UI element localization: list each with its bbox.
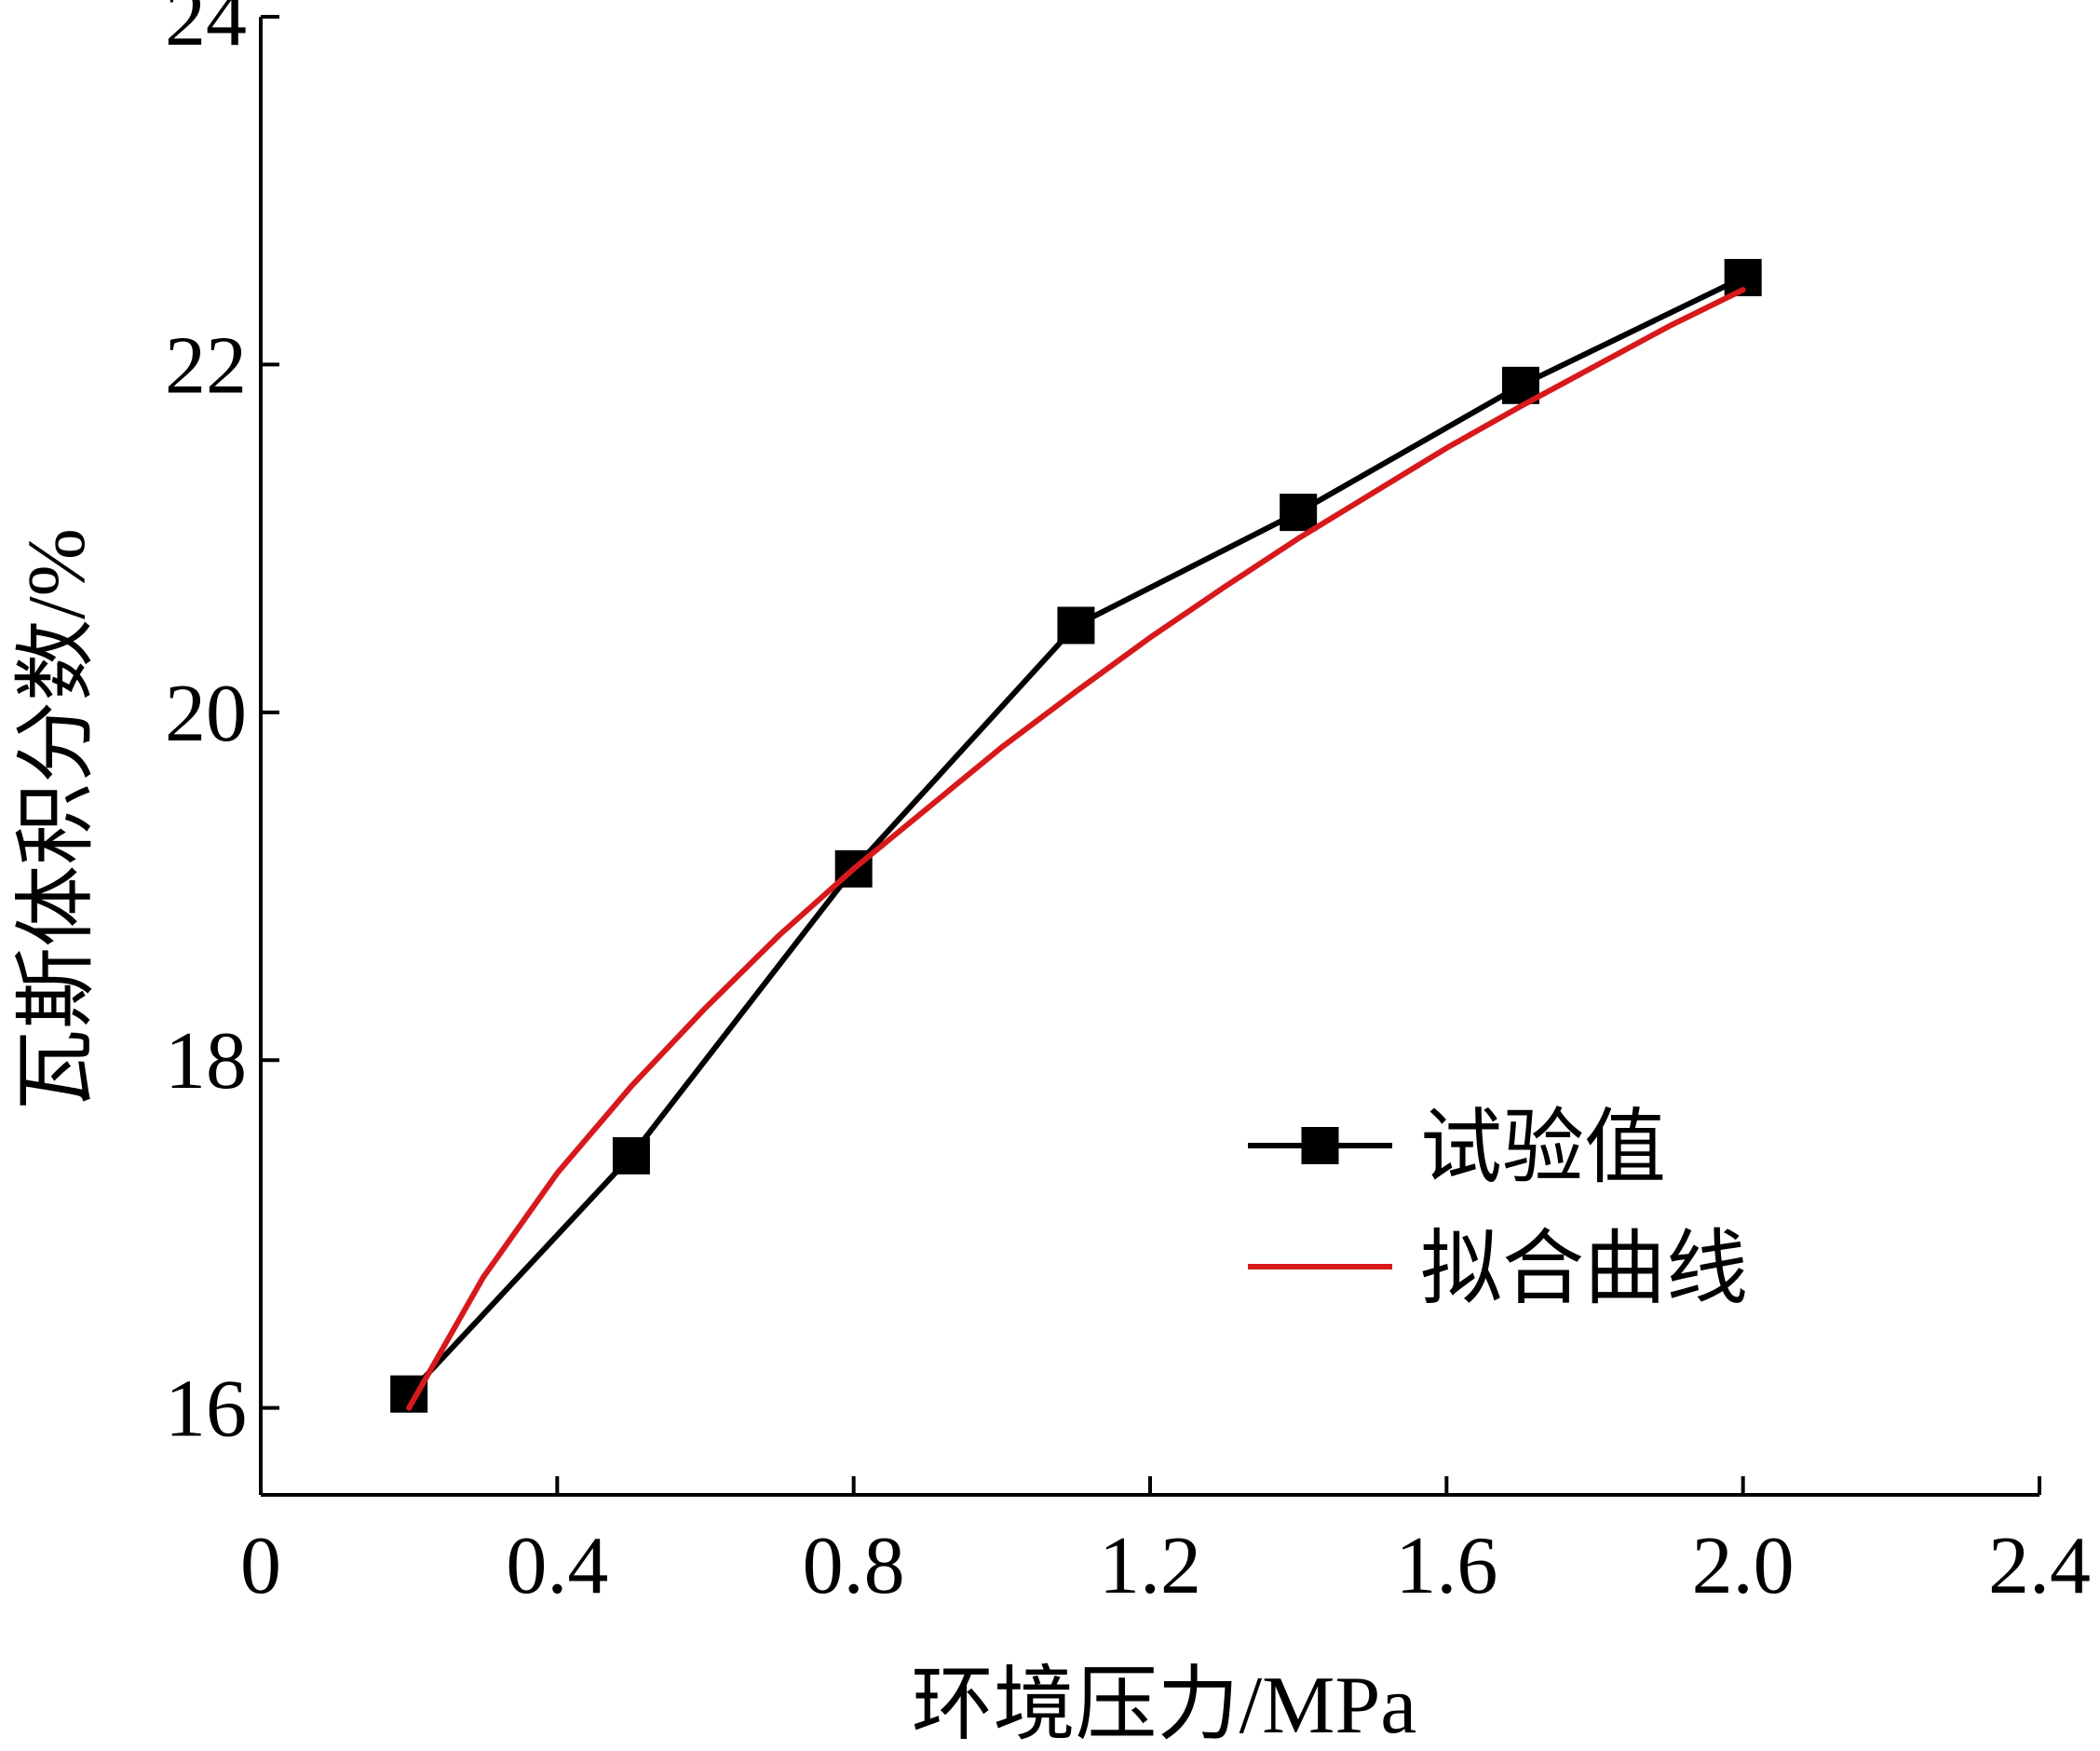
x-tick-label: 0: [240, 1521, 281, 1611]
data-point: [1280, 494, 1318, 532]
legend-label: 试验值: [1420, 1104, 1666, 1194]
y-tick-label: 20: [165, 669, 247, 759]
plot-area: [390, 259, 1762, 1413]
y-tick-label: 18: [165, 1016, 247, 1106]
x-tick-label: 2.4: [1988, 1521, 2091, 1611]
data-point: [612, 1136, 650, 1174]
legend-label: 拟合曲线: [1420, 1225, 1748, 1315]
y-tick-label: 16: [165, 1364, 247, 1455]
y-tick-label: 22: [165, 320, 247, 411]
x-tick-label: 2.0: [1692, 1521, 1795, 1611]
x-tick-label: 1.6: [1395, 1521, 1497, 1611]
legend-swatch-marker: [1301, 1127, 1339, 1164]
data-point: [1057, 606, 1095, 645]
series-line-1: [406, 287, 1746, 1411]
x-tick-label: 1.2: [1099, 1521, 1201, 1611]
y-axis-title: 瓦斯体积分数/%: [12, 528, 102, 1111]
x-tick-label: 0.4: [506, 1521, 608, 1611]
y-tick-label: 24: [165, 0, 247, 63]
x-tick-label: 0.8: [803, 1521, 905, 1611]
axes: 0 0.4 0.8 1.2 1.6 2.0 2.4 16 18 20 22 24: [165, 0, 2091, 1611]
x-axis-title: 环境压力/MPa: [912, 1661, 1417, 1746]
